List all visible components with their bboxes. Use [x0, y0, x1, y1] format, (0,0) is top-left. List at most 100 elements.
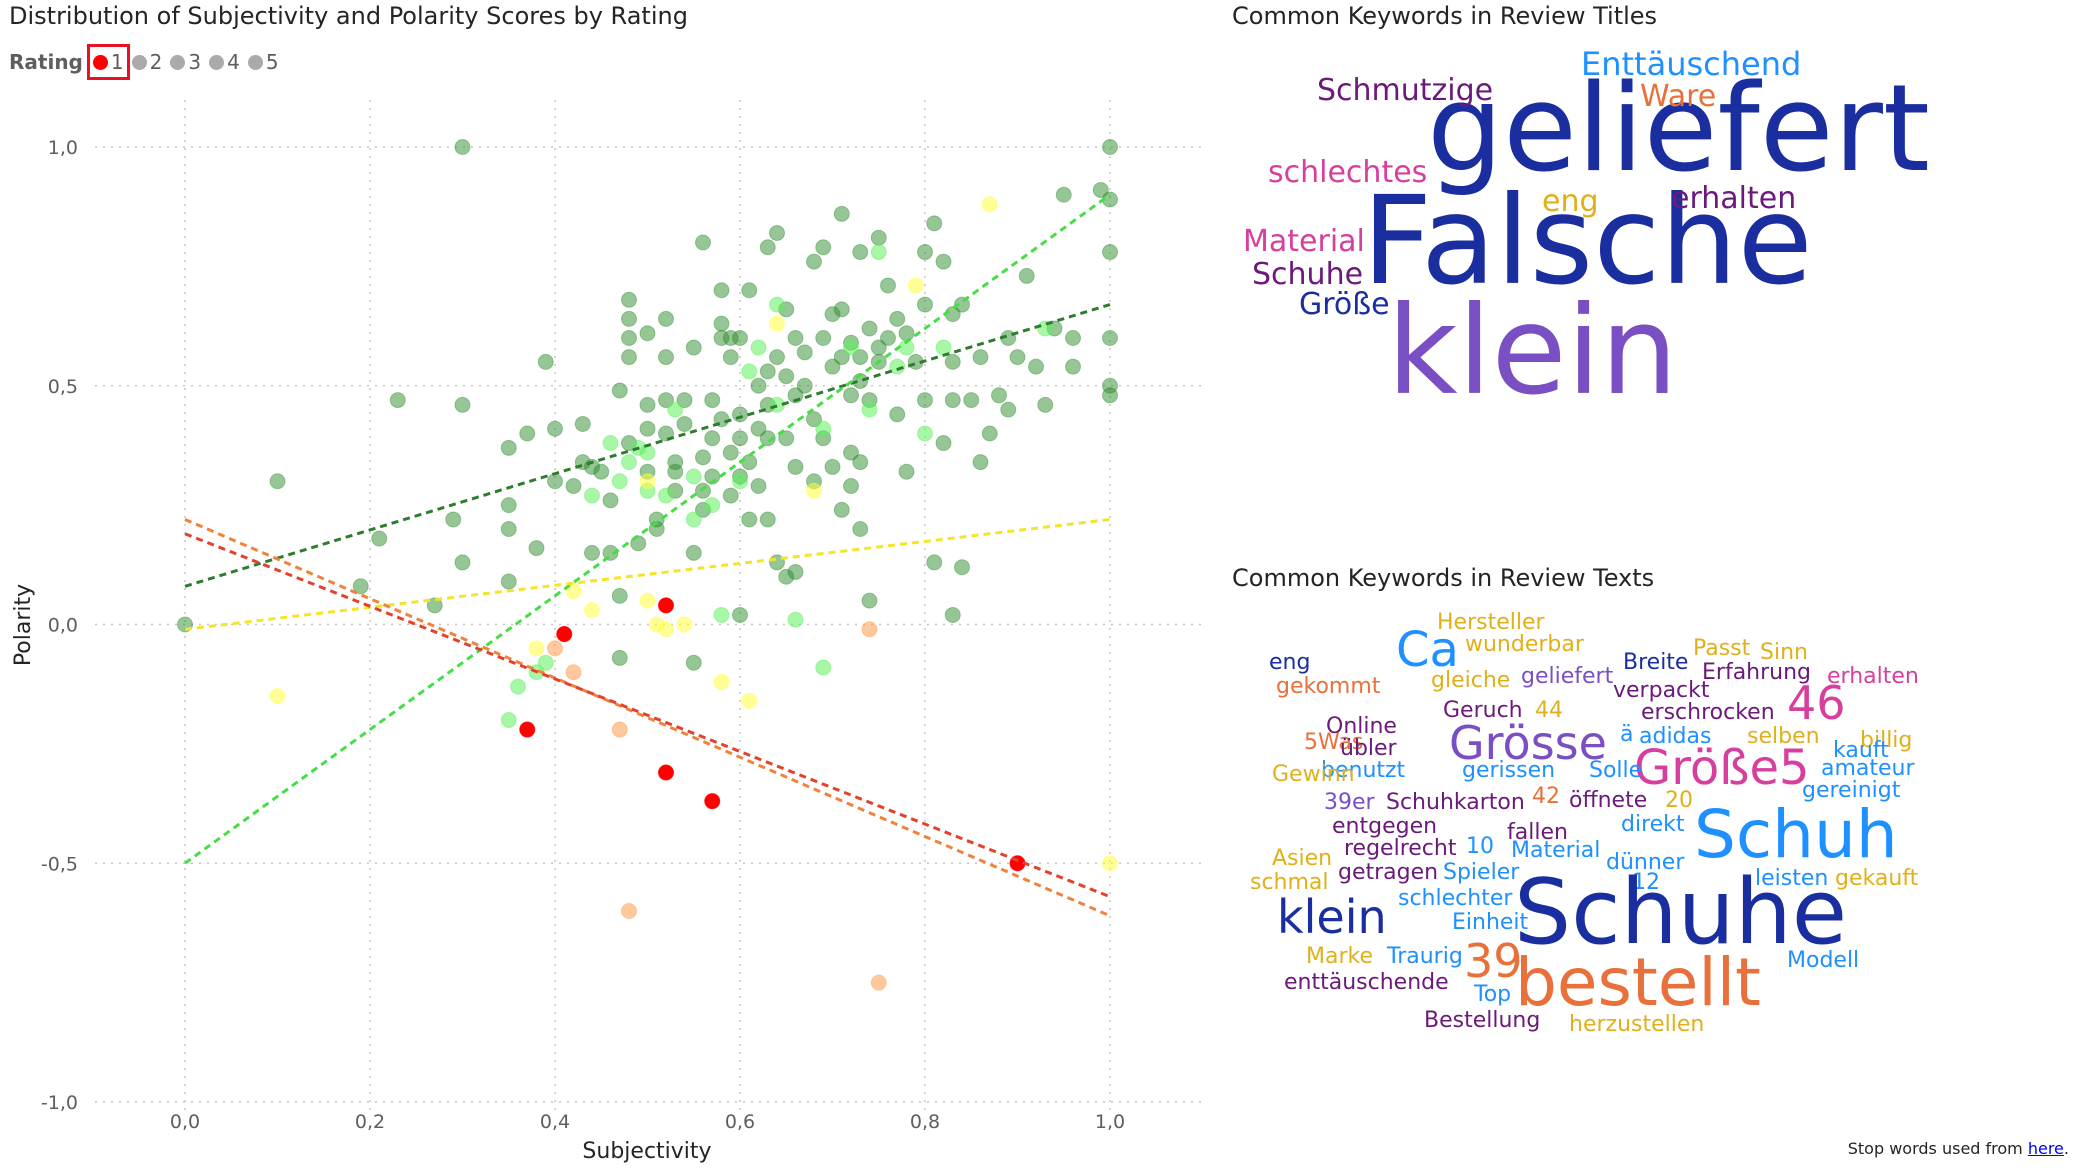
word-wc1[interactable]: Größe [1299, 287, 1390, 322]
data-point-rating-5[interactable] [454, 139, 471, 155]
word-wc2[interactable]: Geruch [1443, 698, 1523, 723]
data-point-rating-5[interactable] [454, 554, 471, 571]
data-point-rating-5[interactable] [1092, 181, 1109, 198]
data-point-rating-5[interactable] [1037, 396, 1054, 413]
word-wc2[interactable]: schlechter [1398, 886, 1513, 911]
word-wc2[interactable]: fallen [1507, 820, 1568, 845]
data-point-rating-5[interactable] [796, 344, 813, 361]
word-wc2[interactable]: Material [1511, 838, 1601, 863]
word-wc1[interactable]: Ware [1640, 79, 1717, 114]
word-wc2[interactable]: Asien [1272, 846, 1333, 871]
word-wc2[interactable]: gekauft [1835, 866, 1919, 891]
data-point-rating-5[interactable] [889, 310, 906, 327]
word-wc2[interactable]: Spieler [1443, 860, 1520, 885]
data-point-rating-2[interactable] [870, 974, 887, 991]
data-point-rating-5[interactable] [695, 482, 711, 499]
data-point-rating-4[interactable] [667, 401, 684, 418]
data-point-rating-5[interactable] [991, 387, 1007, 404]
data-point-rating-5[interactable] [917, 392, 933, 409]
data-point-rating-5[interactable] [639, 396, 656, 413]
word-wc2[interactable]: Gewinn [1272, 762, 1355, 787]
word-wc2[interactable]: Traurig [1387, 944, 1463, 969]
data-point-rating-5[interactable] [917, 244, 933, 261]
word-wc2[interactable]: Schuhkarton [1386, 790, 1525, 815]
data-point-rating-5[interactable] [519, 425, 536, 442]
data-point-rating-2[interactable] [565, 664, 582, 681]
data-point-rating-5[interactable] [880, 277, 896, 294]
data-point-rating-2[interactable] [611, 721, 628, 738]
word-wc1[interactable]: Schuhe [1252, 257, 1364, 292]
data-point-rating-5[interactable] [750, 478, 767, 495]
data-point-rating-4[interactable] [500, 712, 517, 728]
word-wc2[interactable]: erhalten [1827, 664, 1919, 689]
data-point-rating-5[interactable] [500, 573, 517, 590]
data-point-rating-5[interactable] [1065, 330, 1081, 346]
word-wc1[interactable]: Material [1243, 224, 1365, 259]
data-point-rating-5[interactable] [611, 587, 628, 604]
data-point-rating-5[interactable] [537, 353, 554, 370]
data-point-rating-1[interactable] [658, 764, 674, 781]
data-point-rating-5[interactable] [269, 473, 286, 490]
data-point-rating-5[interactable] [574, 415, 591, 432]
data-point-rating-5[interactable] [741, 282, 758, 299]
word-wc2[interactable]: billig [1860, 728, 1913, 753]
data-point-rating-4[interactable] [769, 296, 785, 313]
word-wc2[interactable]: 5Was [1304, 730, 1364, 755]
data-point-rating-4[interactable] [843, 339, 859, 356]
data-point-rating-5[interactable] [769, 349, 785, 366]
word-wc2[interactable]: direkt [1621, 812, 1685, 837]
word-wc2[interactable]: 10 [1466, 834, 1494, 859]
legend-item-rating-2[interactable]: 2 [131, 50, 162, 74]
word-wc2[interactable]: Schuh [1694, 796, 1898, 873]
data-point-rating-5[interactable] [778, 368, 795, 385]
data-point-rating-5[interactable] [685, 544, 702, 561]
data-point-rating-5[interactable] [898, 325, 915, 342]
word-wc2[interactable]: 42 [1532, 784, 1560, 809]
data-point-rating-5[interactable] [778, 430, 795, 447]
word-wc2[interactable]: Solle [1589, 758, 1643, 783]
data-point-rating-5[interactable] [639, 420, 656, 437]
data-point-rating-4[interactable] [685, 468, 702, 485]
data-point-rating-5[interactable] [685, 339, 702, 356]
data-point-rating-5[interactable] [722, 444, 739, 461]
data-point-rating-5[interactable] [667, 463, 684, 480]
data-point-rating-5[interactable] [963, 392, 980, 409]
data-point-rating-1[interactable] [519, 721, 536, 738]
data-point-rating-3[interactable] [741, 692, 758, 709]
data-point-rating-1[interactable] [556, 626, 573, 643]
word-wc1[interactable]: klein [1387, 280, 1678, 422]
data-point-rating-5[interactable] [1102, 244, 1118, 261]
data-point-rating-4[interactable] [658, 487, 674, 504]
data-point-rating-4[interactable] [621, 454, 637, 471]
data-point-rating-5[interactable] [787, 563, 804, 580]
data-point-rating-5[interactable] [843, 444, 859, 461]
data-point-rating-4[interactable] [889, 358, 906, 375]
data-point-rating-5[interactable] [833, 349, 850, 366]
data-point-rating-5[interactable] [806, 253, 822, 270]
word-wc2[interactable]: eng [1269, 650, 1311, 675]
data-point-rating-3[interactable] [1102, 855, 1118, 872]
word-wc2[interactable]: bestellt [1515, 944, 1761, 1021]
data-point-rating-5[interactable] [852, 454, 869, 471]
data-point-rating-5[interactable] [713, 282, 730, 299]
word-wc2[interactable]: Top [1474, 982, 1512, 1007]
word-wc2[interactable]: 12 [1632, 870, 1660, 895]
data-point-rating-5[interactable] [1009, 349, 1026, 366]
data-point-rating-5[interactable] [954, 559, 970, 576]
data-point-rating-5[interactable] [852, 349, 869, 366]
data-point-rating-4[interactable] [815, 659, 832, 676]
word-wc2[interactable]: geliefert [1521, 664, 1614, 689]
data-point-rating-5[interactable] [944, 392, 961, 409]
word-wc2[interactable]: leisten [1755, 866, 1829, 891]
word-wc2[interactable]: 39er [1324, 790, 1375, 815]
data-point-rating-5[interactable] [787, 330, 804, 346]
data-point-rating-5[interactable] [843, 478, 859, 495]
data-point-rating-5[interactable] [658, 310, 674, 327]
word-wc2[interactable]: 44 [1535, 698, 1563, 723]
data-point-rating-5[interactable] [445, 511, 462, 528]
word-wc2[interactable]: Bestellung [1424, 1008, 1541, 1033]
data-point-rating-5[interactable] [611, 382, 628, 399]
word-wc2[interactable]: entgegen [1332, 814, 1438, 839]
data-point-rating-5[interactable] [722, 349, 739, 366]
data-point-rating-4[interactable] [537, 654, 554, 671]
